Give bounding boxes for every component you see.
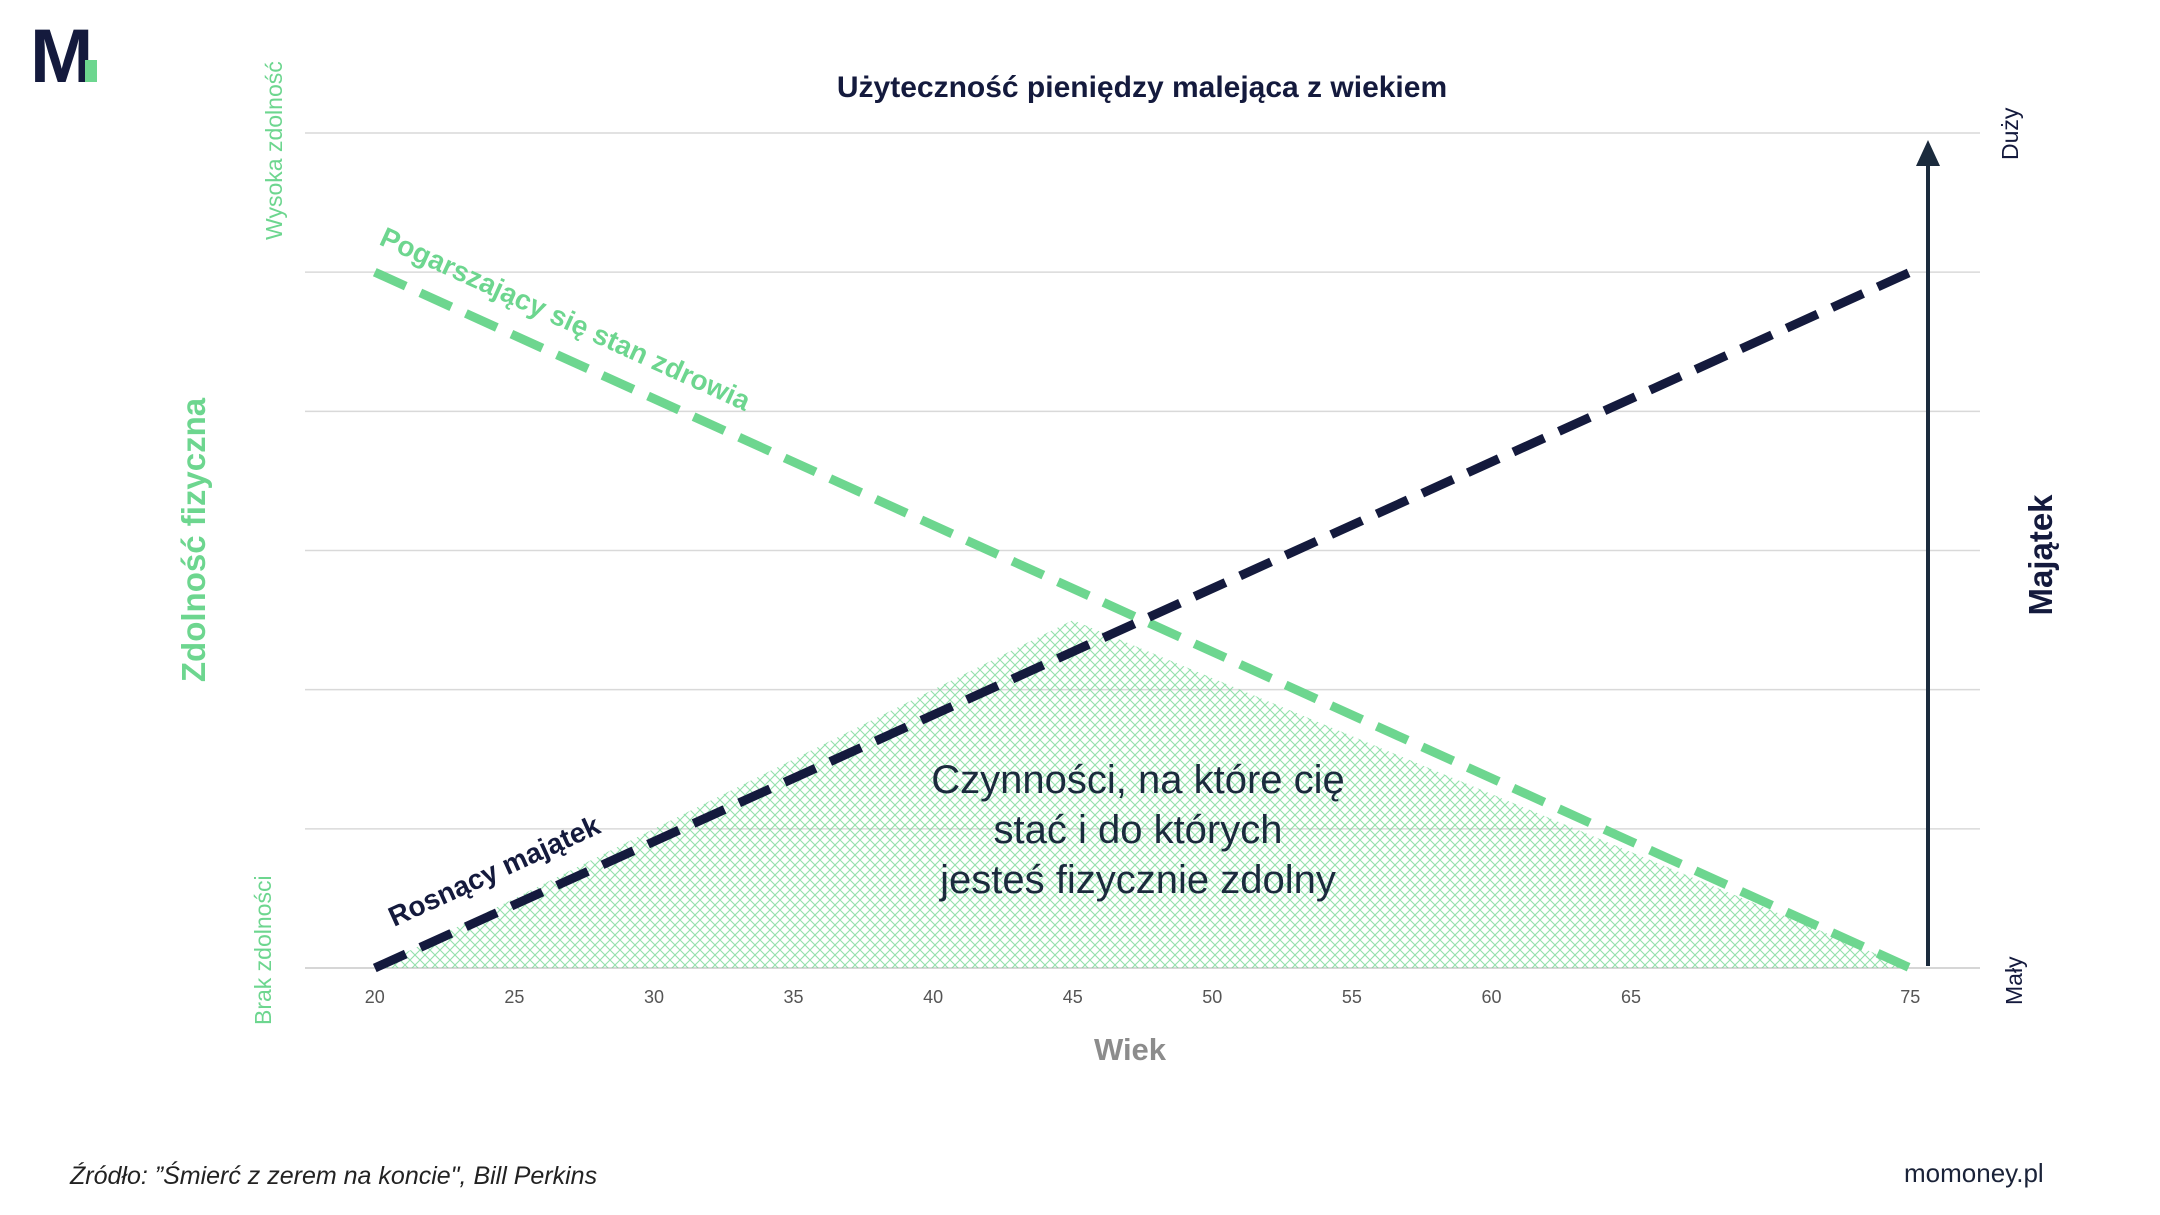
- right-axis-bottom-label: Mały: [2001, 956, 2027, 1005]
- x-tick-label: 65: [1621, 987, 1641, 1007]
- logo-accent: [85, 60, 97, 82]
- right-axis-top-label: Duży: [1997, 107, 2023, 160]
- y-axis-left-label: Zdolność fizyczna: [175, 397, 212, 682]
- area-label-line-1: Czynności, na które cię: [931, 758, 1345, 802]
- brand-website[interactable]: momoney.pl: [1904, 1158, 2044, 1188]
- x-axis-label: Wiek: [1094, 1032, 1167, 1067]
- y-axis-right-label: Majątek: [2022, 494, 2059, 616]
- chart-title: Użyteczność pieniędzy malejąca z wiekiem: [837, 71, 1447, 104]
- x-tick-label: 35: [784, 987, 804, 1007]
- series-group: [372, 268, 1913, 973]
- source-note: Źródło: ”Śmierć z zerem na koncie", Bill…: [70, 1162, 598, 1190]
- x-tick-label: 45: [1063, 987, 1083, 1007]
- x-tick-label: 60: [1481, 987, 1501, 1007]
- x-tick-labels: 20 25 30 35 40 45 50 55 60 65 75: [365, 987, 1920, 1007]
- x-tick-label: 50: [1202, 987, 1222, 1007]
- area-label: Czynności, na które cię stać i do któryc…: [931, 758, 1345, 902]
- area-label-line-2: stać i do których: [993, 808, 1282, 852]
- x-tick-label: 55: [1342, 987, 1362, 1007]
- x-tick-label: 20: [365, 987, 385, 1007]
- series-line-wealth: [372, 268, 1913, 973]
- area-label-line-3: jesteś fizycznie zdolny: [939, 858, 1336, 902]
- logo-letter: M: [30, 14, 93, 99]
- x-tick-label: 75: [1900, 987, 1920, 1007]
- left-axis-bottom-label: Brak zdolności: [250, 875, 276, 1025]
- x-tick-label: 40: [923, 987, 943, 1007]
- wealth-arrow-head: [1916, 140, 1940, 166]
- series-label-health: Pogarszający się stan zdrowia: [376, 221, 756, 417]
- capability-area: [374, 620, 1911, 968]
- x-tick-label: 30: [644, 987, 664, 1007]
- series-line-health: [372, 268, 1913, 973]
- left-axis-top-label: Wysoka zdolność: [261, 61, 287, 240]
- brand-logo: M: [30, 14, 97, 99]
- x-tick-label: 25: [504, 987, 524, 1007]
